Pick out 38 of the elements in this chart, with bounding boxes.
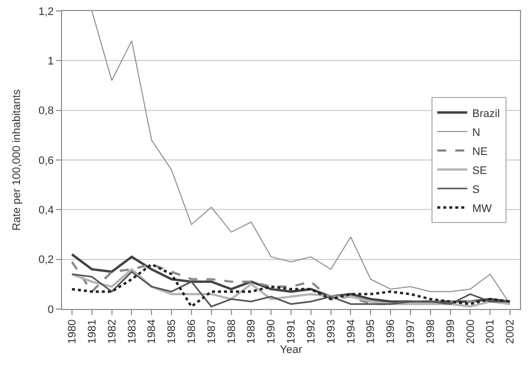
x-tick-label: 1984 [146,319,158,344]
y-tick-label: 0,4 [38,204,54,217]
x-tick-label: 1986 [186,319,198,344]
legend-label: NE [472,146,488,158]
y-axis-title: Rate per 100,000 inhabitants [11,88,24,231]
x-tick-label: 1982 [106,319,118,344]
legend-label: N [472,126,480,139]
y-tick-label: 0 [48,304,54,316]
y-tick-label: 0,6 [38,154,54,167]
x-tick-label: 1988 [226,319,238,344]
x-tick-label: 1985 [166,319,178,344]
x-tick-label: 1983 [126,319,138,344]
y-tick-label: 0,2 [38,254,54,266]
x-tick-label: 1994 [345,319,358,344]
x-axis-title: Year [280,344,302,356]
x-tick-label: 1997 [405,319,418,344]
x-tick-label: 2001 [484,319,497,344]
x-tick-label: 1992 [305,319,318,344]
x-tick-label: 1996 [385,319,398,344]
x-tick-label: 1980 [66,319,79,344]
x-tick-label: 1999 [444,319,457,344]
legend-label: SE [472,164,487,177]
x-tick-label: 1995 [365,319,378,344]
x-tick-label: 1993 [325,319,338,344]
x-tick-label: 1981 [86,319,98,344]
legend-label: S [472,184,480,196]
legend-label: Brazil [472,108,500,120]
legend-label: MW [472,202,492,215]
y-tick-label: 1,2 [38,6,54,18]
y-tick-label: 0,8 [38,105,54,118]
x-tick-label: 1991 [286,319,298,344]
x-tick-label: 1998 [424,319,437,344]
x-tick-label: 2002 [504,319,517,344]
x-tick-label: 1989 [246,319,258,344]
x-tick-label: 1987 [206,319,218,344]
x-tick-label: 2000 [464,319,477,344]
y-tick-label: 1 [48,56,54,68]
x-tick-label: 1990 [266,319,278,344]
